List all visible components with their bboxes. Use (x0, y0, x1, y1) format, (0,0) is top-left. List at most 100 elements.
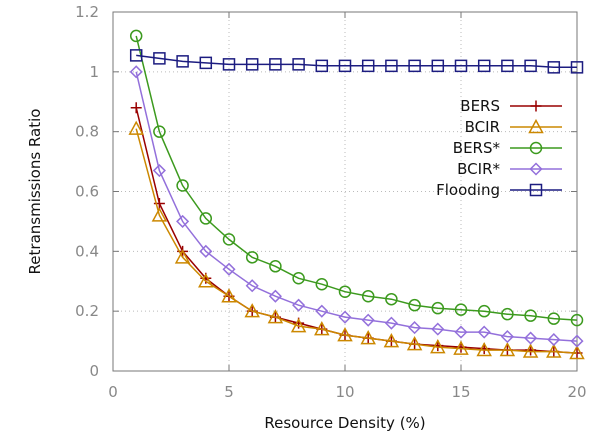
data-point (408, 321, 422, 335)
data-point (453, 340, 469, 355)
y-axis-label: Retransmissions Ratio (26, 109, 44, 275)
data-point (198, 273, 214, 288)
legend-item-bcir: BCIR (465, 118, 562, 136)
data-point (129, 29, 143, 43)
axis-ticks: 0 5 10 15 20 0 0.2 0.4 0.6 0.8 1 1.2 (75, 3, 586, 401)
data-point (570, 334, 584, 348)
data-point (476, 341, 492, 357)
legend-label: BCIR* (457, 160, 500, 178)
data-point (176, 55, 189, 68)
data-point (245, 58, 259, 71)
x-tick-label: 20 (567, 383, 586, 401)
data-point (268, 289, 282, 303)
data-point (499, 341, 516, 357)
y-tick-label: 1 (89, 63, 99, 81)
data-point (199, 56, 213, 70)
legend-swatch-marker (528, 118, 544, 134)
data-point (454, 303, 468, 316)
data-point (547, 312, 561, 325)
data-point (130, 102, 142, 114)
x-axis-label: Resource Density (%) (264, 414, 425, 432)
data-point (245, 251, 259, 264)
data-point (477, 59, 491, 73)
legend-swatch-marker (530, 100, 542, 112)
data-point (524, 59, 537, 73)
data-point (314, 321, 330, 336)
data-point (477, 304, 491, 318)
data-point (129, 49, 143, 62)
data-point (361, 313, 375, 327)
legend-label: Flooding (436, 181, 500, 199)
data-point (222, 262, 236, 276)
data-point (337, 327, 353, 342)
data-point (338, 59, 352, 73)
data-point (222, 233, 236, 246)
series-bers (130, 102, 583, 359)
data-point (222, 58, 236, 71)
data-point (199, 244, 213, 258)
series-line (136, 54, 577, 69)
data-point (338, 285, 352, 298)
legend-item-bcir-star: BCIR* (457, 160, 562, 178)
x-tick-label: 5 (224, 383, 234, 401)
y-tick-label: 0.6 (75, 183, 99, 201)
data-point (406, 336, 423, 351)
data-point (361, 59, 375, 73)
legend-swatch-marker (529, 183, 543, 197)
data-point (315, 277, 329, 291)
data-point (245, 279, 259, 293)
data-point (151, 207, 168, 222)
data-point (454, 59, 468, 73)
data-point (385, 292, 398, 306)
y-tick-label: 0 (89, 362, 99, 380)
data-point (431, 59, 445, 73)
data-point (315, 59, 329, 73)
data-point (430, 338, 446, 354)
data-point (128, 120, 144, 135)
series-layer (128, 29, 585, 360)
data-point (269, 260, 282, 273)
data-point (199, 212, 213, 225)
data-point (431, 322, 445, 336)
data-point (385, 59, 398, 73)
legend-item-bers-star: BERS* (453, 139, 562, 157)
x-tick-label: 0 (108, 383, 118, 401)
data-point (269, 58, 282, 71)
data-point (524, 331, 538, 345)
data-point (176, 214, 190, 228)
data-point (546, 343, 562, 358)
data-point (570, 61, 584, 74)
data-point (267, 309, 284, 324)
data-point (569, 344, 585, 360)
data-point (315, 304, 329, 318)
y-tick-label: 0.4 (75, 242, 99, 260)
data-point (547, 61, 561, 74)
data-point (176, 179, 189, 192)
x-tick-label: 10 (335, 383, 354, 401)
data-point (338, 310, 352, 324)
data-point (570, 313, 584, 327)
legend-label: BERS* (453, 139, 501, 157)
legend-swatch-marker (529, 162, 543, 176)
data-point (174, 249, 191, 264)
data-point (153, 52, 166, 65)
data-point (152, 163, 166, 178)
series-flooding (129, 49, 584, 74)
legend: BERS BCIR BERS* BCIR* Flooding (436, 97, 562, 199)
data-point (221, 288, 237, 303)
x-tick-label: 15 (451, 383, 470, 401)
data-point (522, 343, 539, 358)
legend-label: BCIR (465, 118, 500, 136)
data-point (360, 330, 376, 345)
data-point (153, 125, 166, 138)
data-point (408, 298, 421, 312)
series-bcir (128, 120, 585, 360)
data-point (501, 307, 514, 321)
data-point (500, 330, 514, 344)
data-point (244, 303, 260, 318)
data-point (408, 59, 421, 73)
data-point (431, 301, 445, 315)
data-point (547, 333, 561, 347)
data-point (361, 289, 375, 303)
series-line (135, 71, 578, 342)
